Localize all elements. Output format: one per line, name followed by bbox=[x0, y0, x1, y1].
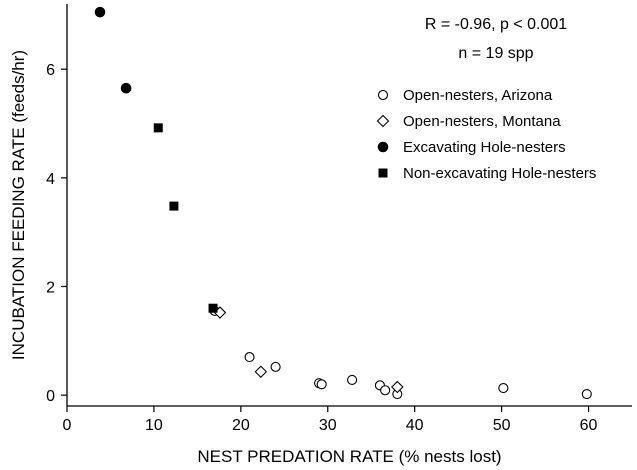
x-tick-label: 60 bbox=[580, 417, 598, 434]
x-tick-label: 0 bbox=[63, 417, 72, 434]
x-tick-label: 30 bbox=[319, 417, 337, 434]
legend-marker bbox=[378, 168, 388, 178]
data-point bbox=[581, 388, 592, 400]
y-axis-title: INCUBATION FEEDING RATE (feeds/hr) bbox=[9, 50, 28, 360]
data-point bbox=[208, 303, 218, 313]
axes bbox=[66, 4, 632, 407]
y-ticks: 0 2 4 6 bbox=[46, 62, 67, 405]
sample-size-annotation: n = 19 spp bbox=[458, 45, 533, 62]
stats-annotation: R = -0.96, p < 0.001 bbox=[425, 16, 567, 33]
legend: Open-nesters, Arizona Open-nesters, Monta… bbox=[376, 87, 596, 182]
legend-label: Non-excavating Hole-nesters bbox=[403, 165, 596, 182]
data-point bbox=[391, 380, 404, 394]
data-points bbox=[94, 6, 592, 400]
data-point bbox=[244, 352, 255, 363]
x-tick-label: 20 bbox=[232, 417, 250, 434]
legend-marker bbox=[376, 114, 390, 128]
data-point bbox=[498, 383, 509, 394]
data-point bbox=[380, 385, 391, 396]
data-point bbox=[94, 6, 106, 18]
data-point bbox=[120, 82, 132, 94]
data-point bbox=[347, 374, 358, 385]
y-tick-label: 6 bbox=[46, 62, 55, 79]
legend-label: Open-nesters, Montana bbox=[403, 113, 561, 130]
data-point bbox=[254, 365, 268, 379]
data-point bbox=[169, 201, 179, 211]
legend-label: Excavating Hole-nesters bbox=[403, 139, 566, 156]
x-axis-title: NEST PREDATION RATE (% nests lost) bbox=[197, 447, 501, 466]
legend-label: Open-nesters, Arizona bbox=[403, 87, 553, 104]
x-tick-label: 40 bbox=[406, 417, 424, 434]
data-point bbox=[316, 379, 327, 390]
y-tick-label: 4 bbox=[46, 171, 55, 188]
legend-marker bbox=[377, 141, 389, 153]
x-tick-label: 10 bbox=[145, 417, 163, 434]
y-tick-label: 2 bbox=[46, 279, 55, 296]
legend-marker bbox=[377, 89, 389, 101]
x-ticks: 0 10 20 30 40 50 60 bbox=[63, 406, 598, 434]
x-tick-label: 50 bbox=[493, 417, 511, 434]
y-tick-label: 0 bbox=[46, 388, 55, 405]
data-point bbox=[153, 123, 163, 133]
data-point bbox=[270, 361, 281, 372]
